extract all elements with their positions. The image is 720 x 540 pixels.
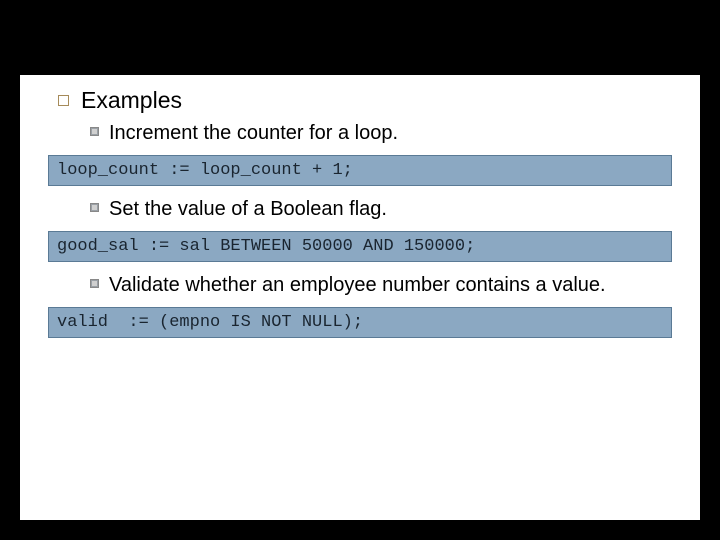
bullet-level2 [90, 203, 99, 212]
item-row: Validate whether an employee number cont… [20, 272, 700, 299]
item-text: Validate whether an employee number cont… [109, 272, 606, 299]
code-block: valid := (empno IS NOT NULL); [48, 307, 672, 338]
code-block: loop_count := loop_count + 1; [48, 155, 672, 186]
bullet-level2 [90, 127, 99, 136]
item-text: Increment the counter for a loop. [109, 120, 398, 147]
heading-row: Examples [20, 87, 700, 114]
item-row: Increment the counter for a loop. [20, 120, 700, 147]
code-block: good_sal := sal BETWEEN 50000 AND 150000… [48, 231, 672, 262]
bullet-level2 [90, 279, 99, 288]
item-text: Set the value of a Boolean flag. [109, 196, 387, 223]
item-row: Set the value of a Boolean flag. [20, 196, 700, 223]
bullet-level1 [58, 95, 69, 106]
slide-content: Examples Increment the counter for a loo… [20, 75, 700, 520]
heading-text: Examples [81, 87, 182, 114]
